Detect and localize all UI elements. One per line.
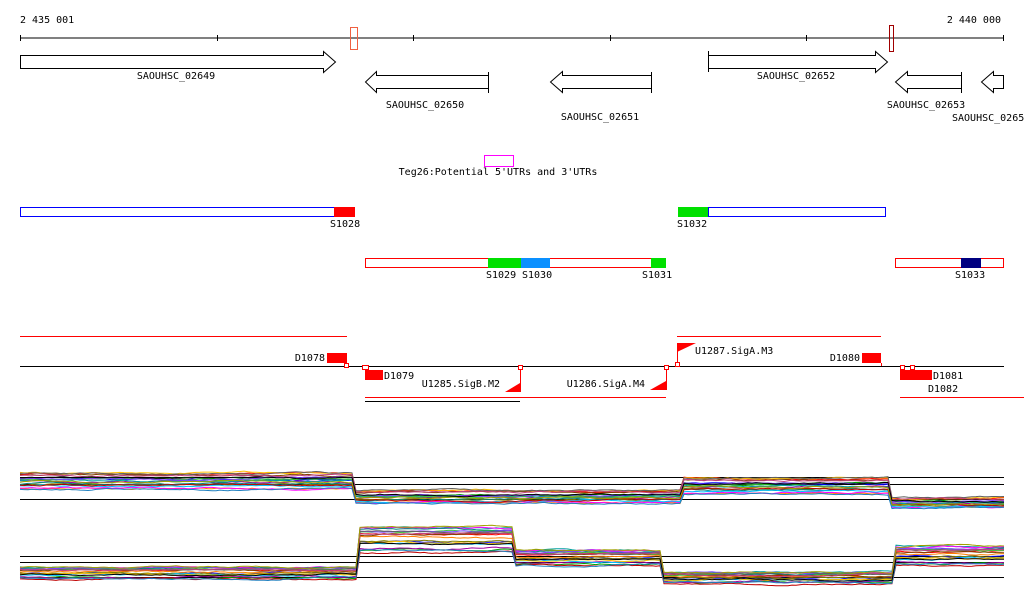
segment-s1032[interactable] <box>708 207 886 217</box>
segment-s1032-mark <box>678 207 708 217</box>
expression-trace <box>19 479 1005 506</box>
feature-d1079[interactable] <box>365 370 383 380</box>
segment-label: S1030 <box>522 270 552 281</box>
gene-label: SAOUHSC_02653 <box>887 100 965 111</box>
ruler: 2 435 001 2 440 000 <box>20 15 1004 52</box>
expression-trace <box>20 476 1004 503</box>
feature-label: D1079 <box>384 371 414 382</box>
feature-u1287[interactable] <box>677 343 696 352</box>
segment-s1028[interactable] <box>20 207 355 217</box>
feature-d1080[interactable] <box>862 353 881 363</box>
ruler-end-label: 2 440 000 <box>947 15 1001 26</box>
expression-panel-1 <box>19 470 1005 510</box>
feature-label: U1285.SigB.M2 <box>422 379 500 390</box>
expression-trace <box>19 548 1005 585</box>
gene-arrow-02649[interactable] <box>20 50 337 74</box>
ruler-start-label: 2 435 001 <box>20 15 74 26</box>
teg26-label: Teg26:Potential 5'UTRs and 3'UTRs <box>399 167 598 178</box>
segment-s1033[interactable] <box>895 258 1004 268</box>
gene-label: SAOUHSC_0265 <box>952 113 1024 124</box>
segment-label: S1033 <box>955 270 985 281</box>
segment-label: S1031 <box>642 270 672 281</box>
segment-label: S1032 <box>677 219 707 230</box>
expression-trace <box>19 483 1004 507</box>
expression-trace <box>19 524 1005 574</box>
segment-label: S1029 <box>486 270 516 281</box>
feature-u1286[interactable] <box>650 381 666 390</box>
gene-arrow-02651[interactable] <box>549 70 652 94</box>
gene-arrow-0265x[interactable] <box>980 70 1004 94</box>
segment-s1033-mark <box>961 258 981 268</box>
feature-label: D1078 <box>295 353 325 364</box>
gene-label: SAOUHSC_02651 <box>561 112 639 123</box>
expression-trace <box>20 470 1005 499</box>
region-marker[interactable] <box>350 27 358 50</box>
feature-u1285[interactable] <box>505 383 520 392</box>
expression-trace <box>19 486 1005 510</box>
gene-arrow-02652[interactable] <box>708 50 889 74</box>
teg26-box[interactable] <box>484 155 514 167</box>
gene-label: SAOUHSC_02650 <box>386 100 464 111</box>
gene-arrow-02650[interactable] <box>364 70 489 94</box>
gene-label: SAOUHSC_02649 <box>137 71 215 82</box>
gene-label: SAOUHSC_02652 <box>757 71 835 82</box>
region-marker[interactable] <box>889 25 894 52</box>
segment-s1029-mark <box>488 258 521 268</box>
expression-trace <box>20 484 1005 509</box>
expression-trace <box>19 542 1005 582</box>
expression-trace <box>19 473 1005 501</box>
segment-label: S1028 <box>330 219 360 230</box>
feature-label: D1081 <box>933 371 963 382</box>
segment-s1031-mark <box>651 258 666 268</box>
segment-s1028-mark <box>334 207 355 217</box>
feature-d1078[interactable] <box>327 353 347 363</box>
feature-label: U1286.SigA.M4 <box>567 379 645 390</box>
feature-d1081[interactable] <box>900 370 932 380</box>
expression-panel-2 <box>19 524 1005 587</box>
feature-label: D1080 <box>830 353 860 364</box>
feature-label: U1287.SigA.M3 <box>695 346 773 357</box>
gene-arrow-02653[interactable] <box>894 70 962 94</box>
segment-s1030-mark <box>521 258 550 268</box>
expression-trace <box>19 532 1005 578</box>
feature-label: D1082 <box>928 384 958 395</box>
